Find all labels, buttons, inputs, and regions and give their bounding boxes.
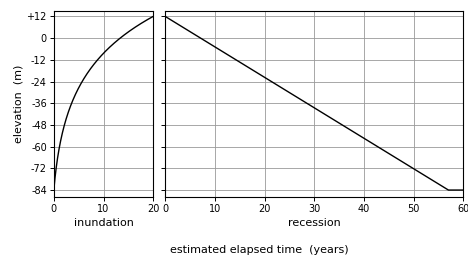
X-axis label: inundation: inundation (73, 218, 133, 229)
Y-axis label: elevation  (m): elevation (m) (14, 65, 24, 143)
Text: estimated elapsed time  (years): estimated elapsed time (years) (170, 245, 349, 255)
X-axis label: recession: recession (288, 218, 341, 229)
